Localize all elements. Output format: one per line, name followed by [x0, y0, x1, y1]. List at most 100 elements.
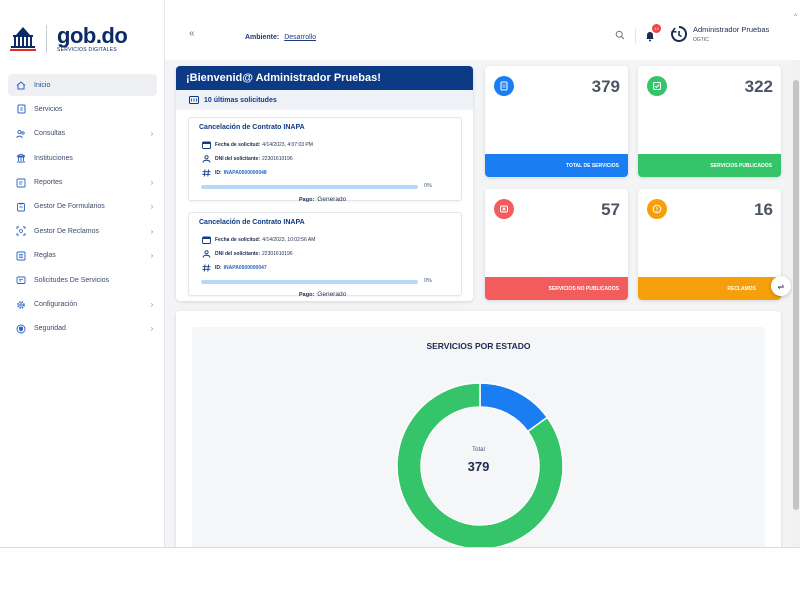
report-icon	[14, 177, 28, 189]
date-value: 4/14/2023, 4:07:03 PM	[262, 142, 313, 148]
date-value: 4/14/2023, 10:02:56 AM	[262, 237, 316, 243]
stat-value: 379	[591, 77, 620, 96]
request-dni-row: DNI del solicitante: 22301610196	[202, 155, 293, 163]
rules-icon	[14, 250, 28, 262]
payment-value: Generado	[317, 291, 347, 298]
stat-label: SERVICIOS NO PUBLICADOS	[485, 277, 628, 300]
sidebar-item-servicios[interactable]: Servicios	[8, 98, 157, 120]
hash-icon	[202, 264, 211, 272]
request-payment: Pago: Generado	[299, 291, 346, 298]
topbar-divider	[635, 28, 636, 44]
donut-slice-publicados[interactable]	[396, 382, 564, 548]
id-value[interactable]: INAPA0500000048	[223, 170, 267, 176]
brand-name: gob.do	[57, 23, 128, 48]
sidebar-item-label: Seguridad	[34, 325, 66, 333]
stat-card-servicios-no-publicados[interactable]: 57 SERVICIOS NO PUBLICADOS	[485, 189, 628, 300]
building-icon	[14, 152, 28, 164]
sidebar-item-label: Servicios	[34, 105, 63, 113]
cancel-icon	[494, 199, 514, 219]
stat-value: 57	[601, 200, 620, 219]
dni-value: 22301610196	[262, 251, 293, 257]
request-payment: Pago: Generado	[299, 196, 346, 203]
sidebar-item-label: Reportes	[34, 179, 63, 187]
stat-card-total-servicios[interactable]: 379 TOTAL DE SERVICIOS	[485, 66, 628, 177]
stat-value: 322	[744, 77, 773, 96]
sidebar-item-label: Instituciones	[34, 154, 73, 162]
vertical-scrollbar[interactable]	[792, 60, 800, 547]
sidebar-item-inicio[interactable]: Inicio	[8, 74, 157, 96]
request-id-row: ID: INAPA0500000048	[202, 169, 267, 177]
calendar-icon	[202, 236, 211, 244]
welcome-card: ¡Bienvenid@ Administrador Pruebas! 10 úl…	[176, 66, 473, 301]
id-label: ID:	[215, 170, 222, 176]
chevron-right-icon: ›	[150, 202, 154, 212]
notification-badge: 12	[652, 24, 661, 33]
request-id-row: ID: INAPA0500000047	[202, 264, 267, 272]
sidebar-nav: Inicio Servicios Consultas › Institucion…	[8, 74, 157, 342]
request-title[interactable]: Cancelación de Contrato INAPA	[199, 124, 305, 131]
chart-center-label: Total	[472, 447, 485, 453]
environment-label: Ambiente:	[245, 34, 280, 41]
payment-label: Pago:	[299, 292, 315, 298]
request-card[interactable]: Cancelación de Contrato INAPA Fecha de s…	[188, 117, 462, 203]
alert-icon	[647, 199, 667, 219]
recent-requests-header: 10 últimas solicitudes	[176, 90, 473, 110]
sidebar-item-seguridad[interactable]: Seguridad ›	[8, 318, 157, 340]
stat-label: RECLAMOS	[638, 277, 781, 300]
bell-icon[interactable]	[645, 30, 655, 42]
hash-icon	[202, 169, 211, 177]
sidebar-item-consultas[interactable]: Consultas ›	[8, 123, 157, 145]
sidebar-item-label: Consultas	[34, 130, 66, 138]
payment-value: Generado	[317, 196, 347, 203]
stat-card-servicios-publicados[interactable]: 322 SERVICIOS PUBLICADOS	[638, 66, 781, 177]
sidebar-item-label: Solicitudes De Servicios	[34, 276, 110, 284]
scroll-up-arrow-icon[interactable]: ^	[794, 14, 797, 20]
file-icon	[14, 103, 28, 115]
request-progress-text: 0%	[424, 278, 432, 284]
sidebar-item-gestor-reclamos[interactable]: Gestor De Reclamos ›	[8, 220, 157, 242]
user-organization: OGTIC	[693, 37, 709, 43]
payment-label: Pago:	[299, 197, 315, 203]
gear-icon	[14, 299, 28, 311]
collapse-sidebar-icon[interactable]: «	[189, 28, 195, 39]
sidebar-item-label: Inicio	[34, 81, 51, 89]
sidebar-item-label: Gestor De Reclamos	[34, 227, 99, 235]
donut-center	[421, 407, 539, 525]
calendar-icon	[202, 141, 211, 149]
user-icon	[202, 155, 211, 163]
check-icon	[647, 76, 667, 96]
chevron-right-icon: ›	[150, 324, 154, 334]
user-avatar-icon[interactable]	[669, 24, 689, 44]
id-value[interactable]: INAPA0500000047	[223, 265, 267, 271]
stat-value: 16	[754, 200, 773, 219]
chart-title: SERVICIOS POR ESTADO	[426, 341, 531, 351]
chart-center-value: 379	[467, 459, 490, 474]
search-icon[interactable]	[615, 30, 625, 40]
chevron-right-icon: ›	[150, 300, 154, 310]
donut-chart	[396, 382, 564, 548]
home-icon	[14, 79, 28, 91]
top-bar: « Ambiente: Desarrollo 12 Administrador …	[165, 0, 800, 60]
chevron-right-icon: ›	[150, 129, 154, 139]
sidebar-item-solicitudes[interactable]: Solicitudes De Servicios	[8, 269, 157, 291]
request-progress-bar	[201, 185, 418, 189]
request-title[interactable]: Cancelación de Contrato INAPA	[199, 219, 305, 226]
sidebar-item-reglas[interactable]: Reglas ›	[8, 245, 157, 267]
environment-value[interactable]: Desarrollo	[284, 34, 317, 41]
environment-indicator: Ambiente: Desarrollo	[245, 34, 316, 41]
settings-sliders-icon[interactable]: ⇌	[771, 276, 791, 296]
sidebar-item-label: Gestor De Formularios	[34, 203, 105, 211]
user-name[interactable]: Administrador Pruebas	[693, 25, 770, 34]
gob-do-logo[interactable]: gob.do SERVICIOS DIGITALES	[8, 22, 128, 56]
dni-value: 22301610196	[262, 156, 293, 162]
request-progress-bar	[201, 280, 418, 284]
sidebar-item-instituciones[interactable]: Instituciones	[8, 147, 157, 169]
stat-card-reclamos[interactable]: 16 RECLAMOS	[638, 189, 781, 300]
sidebar-item-reportes[interactable]: Reportes ›	[8, 172, 157, 194]
government-shield-icon	[10, 27, 36, 51]
scrollbar-thumb[interactable]	[793, 80, 799, 510]
sidebar-item-configuracion[interactable]: Configuración ›	[8, 294, 157, 316]
sidebar-item-gestor-formularios[interactable]: Gestor De Formularios ›	[8, 196, 157, 218]
chevron-right-icon: ›	[150, 178, 154, 188]
request-card[interactable]: Cancelación de Contrato INAPA Fecha de s…	[188, 212, 462, 298]
